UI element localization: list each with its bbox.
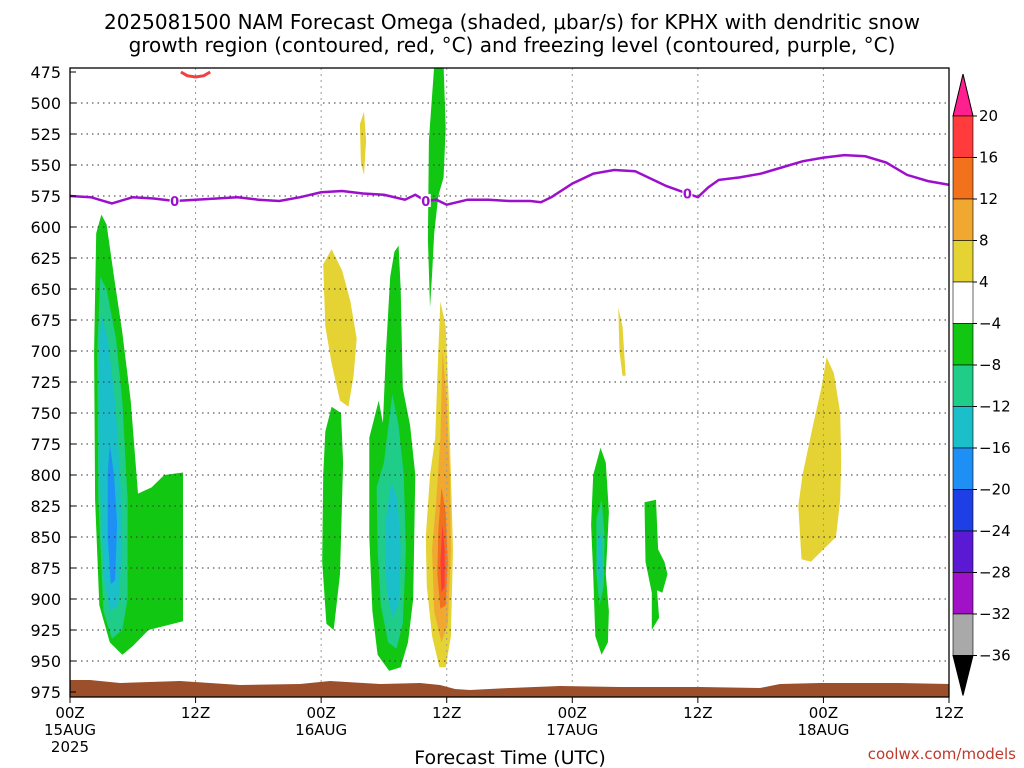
x-tick-label: 00Z (55, 704, 84, 722)
colorbar-box (952, 364, 974, 407)
grid (70, 68, 949, 697)
colorbar-box (952, 240, 974, 283)
colorbar-box (952, 572, 974, 615)
y-tick-label: 800 (30, 466, 61, 485)
colorbar-box (952, 447, 974, 490)
freezing-label-bg (682, 186, 693, 200)
y-tick-label: 925 (30, 621, 61, 640)
terrain-surface (70, 680, 949, 697)
colorbar-label: −24 (979, 522, 1011, 540)
x-tick-label: 12Z (432, 704, 461, 722)
freezing-label-bg (420, 193, 431, 207)
freezing-label-bg (169, 193, 180, 207)
x-tick-label: 17AUG (546, 721, 598, 739)
colorbar-label: 8 (979, 232, 989, 250)
y-tick-label: 500 (30, 94, 61, 113)
y-tick-label: 525 (30, 125, 61, 144)
x-tick-label: 2025 (51, 738, 89, 756)
y-tick-label: 950 (30, 652, 61, 671)
y-tick-label: 975 (30, 683, 61, 702)
y-tick-label: 825 (30, 497, 61, 516)
x-axis-label: Forecast Time (UTC) (414, 747, 605, 768)
colorbar: 20 16 12 8 4 −4 −8 −12 −16 −20 −24 −28 −32 −36 (952, 73, 1011, 696)
x-tick-label: 18AUG (797, 721, 849, 739)
chart-title-line2: growth region (contoured, red, °C) and f… (129, 33, 896, 57)
y-tick-label: 675 (30, 311, 61, 330)
y-tick-label: 850 (30, 528, 61, 547)
y-tick-label: 900 (30, 590, 61, 609)
colorbar-label: −36 (979, 647, 1011, 665)
x-tick-label: 12Z (934, 704, 963, 722)
x-tick-label: 12Z (181, 704, 210, 722)
y-tick-label: 625 (30, 249, 61, 268)
omega-shading (94, 68, 842, 671)
omega-region-20 (798, 357, 842, 562)
omega-region-18 (618, 307, 626, 376)
colorbar-box (952, 489, 974, 532)
colorbar-box (952, 323, 974, 366)
x-tick-label: 16AUG (295, 721, 347, 739)
y-tick-label: 700 (30, 342, 61, 361)
y-tick-label: 575 (30, 187, 61, 206)
dendritic-growth-contour (180, 70, 211, 79)
colorbar-box (952, 406, 974, 449)
x-tick-label: 00Z (809, 704, 838, 722)
omega-region-6 (322, 406, 344, 630)
colorbar-label: 20 (979, 107, 998, 125)
y-tick-label: 600 (30, 218, 61, 237)
y-tick-label: 725 (30, 373, 61, 392)
x-tick-label: 12Z (683, 704, 712, 722)
colorbar-box (952, 198, 974, 241)
omega-region-14 (440, 524, 445, 593)
omega-region-19 (644, 499, 668, 630)
credit-text: coolwx.com/models (868, 745, 1016, 763)
freezing-level-label: 0 (421, 195, 430, 210)
x-tick-label: 15AUG (44, 721, 96, 739)
colorbar-label: 16 (979, 149, 998, 167)
colorbar-label: −4 (979, 315, 1001, 333)
y-tick-label: 775 (30, 435, 61, 454)
freezing-level-labels: 0 0 0 (169, 186, 693, 210)
colorbar-box (952, 115, 974, 158)
colorbar-label: −32 (979, 605, 1011, 623)
chart-title-line1: 2025081500 NAM Forecast Omega (shaded, μ… (104, 10, 920, 34)
colorbar-box (952, 157, 974, 200)
y-tick-label: 550 (30, 156, 61, 175)
omega-region-9 (385, 481, 401, 618)
colorbar-top-arrow (952, 73, 974, 117)
colorbar-box (952, 530, 974, 573)
y-tick-label: 475 (30, 63, 61, 82)
colorbar-label: −12 (979, 398, 1011, 416)
omega-region-3 (107, 444, 118, 585)
colorbar-label: −28 (979, 564, 1011, 582)
freezing-level-label: 0 (683, 188, 692, 203)
colorbar-label: 4 (979, 273, 989, 291)
plot-area (70, 68, 949, 697)
y-tick-label: 875 (30, 559, 61, 578)
omega-region-17 (597, 534, 603, 587)
omega-region-4 (323, 249, 357, 407)
contours (70, 70, 949, 207)
colorbar-bottom-arrow (952, 655, 974, 696)
x-tick-label: 00Z (558, 704, 587, 722)
colorbar-box (952, 281, 974, 324)
omega-region-5 (359, 111, 367, 175)
colorbar-label: −20 (979, 481, 1011, 499)
y-tick-label: 650 (30, 280, 61, 299)
freezing-level-label: 0 (170, 195, 179, 210)
y-axis: 475 500 525 550 575 600 625 650 675 700 725 750 775 8… (30, 63, 76, 702)
colorbar-label: −8 (979, 356, 1001, 374)
colorbar-label: 12 (979, 190, 998, 208)
x-tick-label: 00Z (306, 704, 335, 722)
freezing-level-contour (70, 153, 949, 207)
colorbar-box (952, 613, 974, 656)
y-tick-label: 750 (30, 404, 61, 423)
omega-region-10 (427, 68, 446, 308)
colorbar-label: −16 (979, 439, 1011, 457)
